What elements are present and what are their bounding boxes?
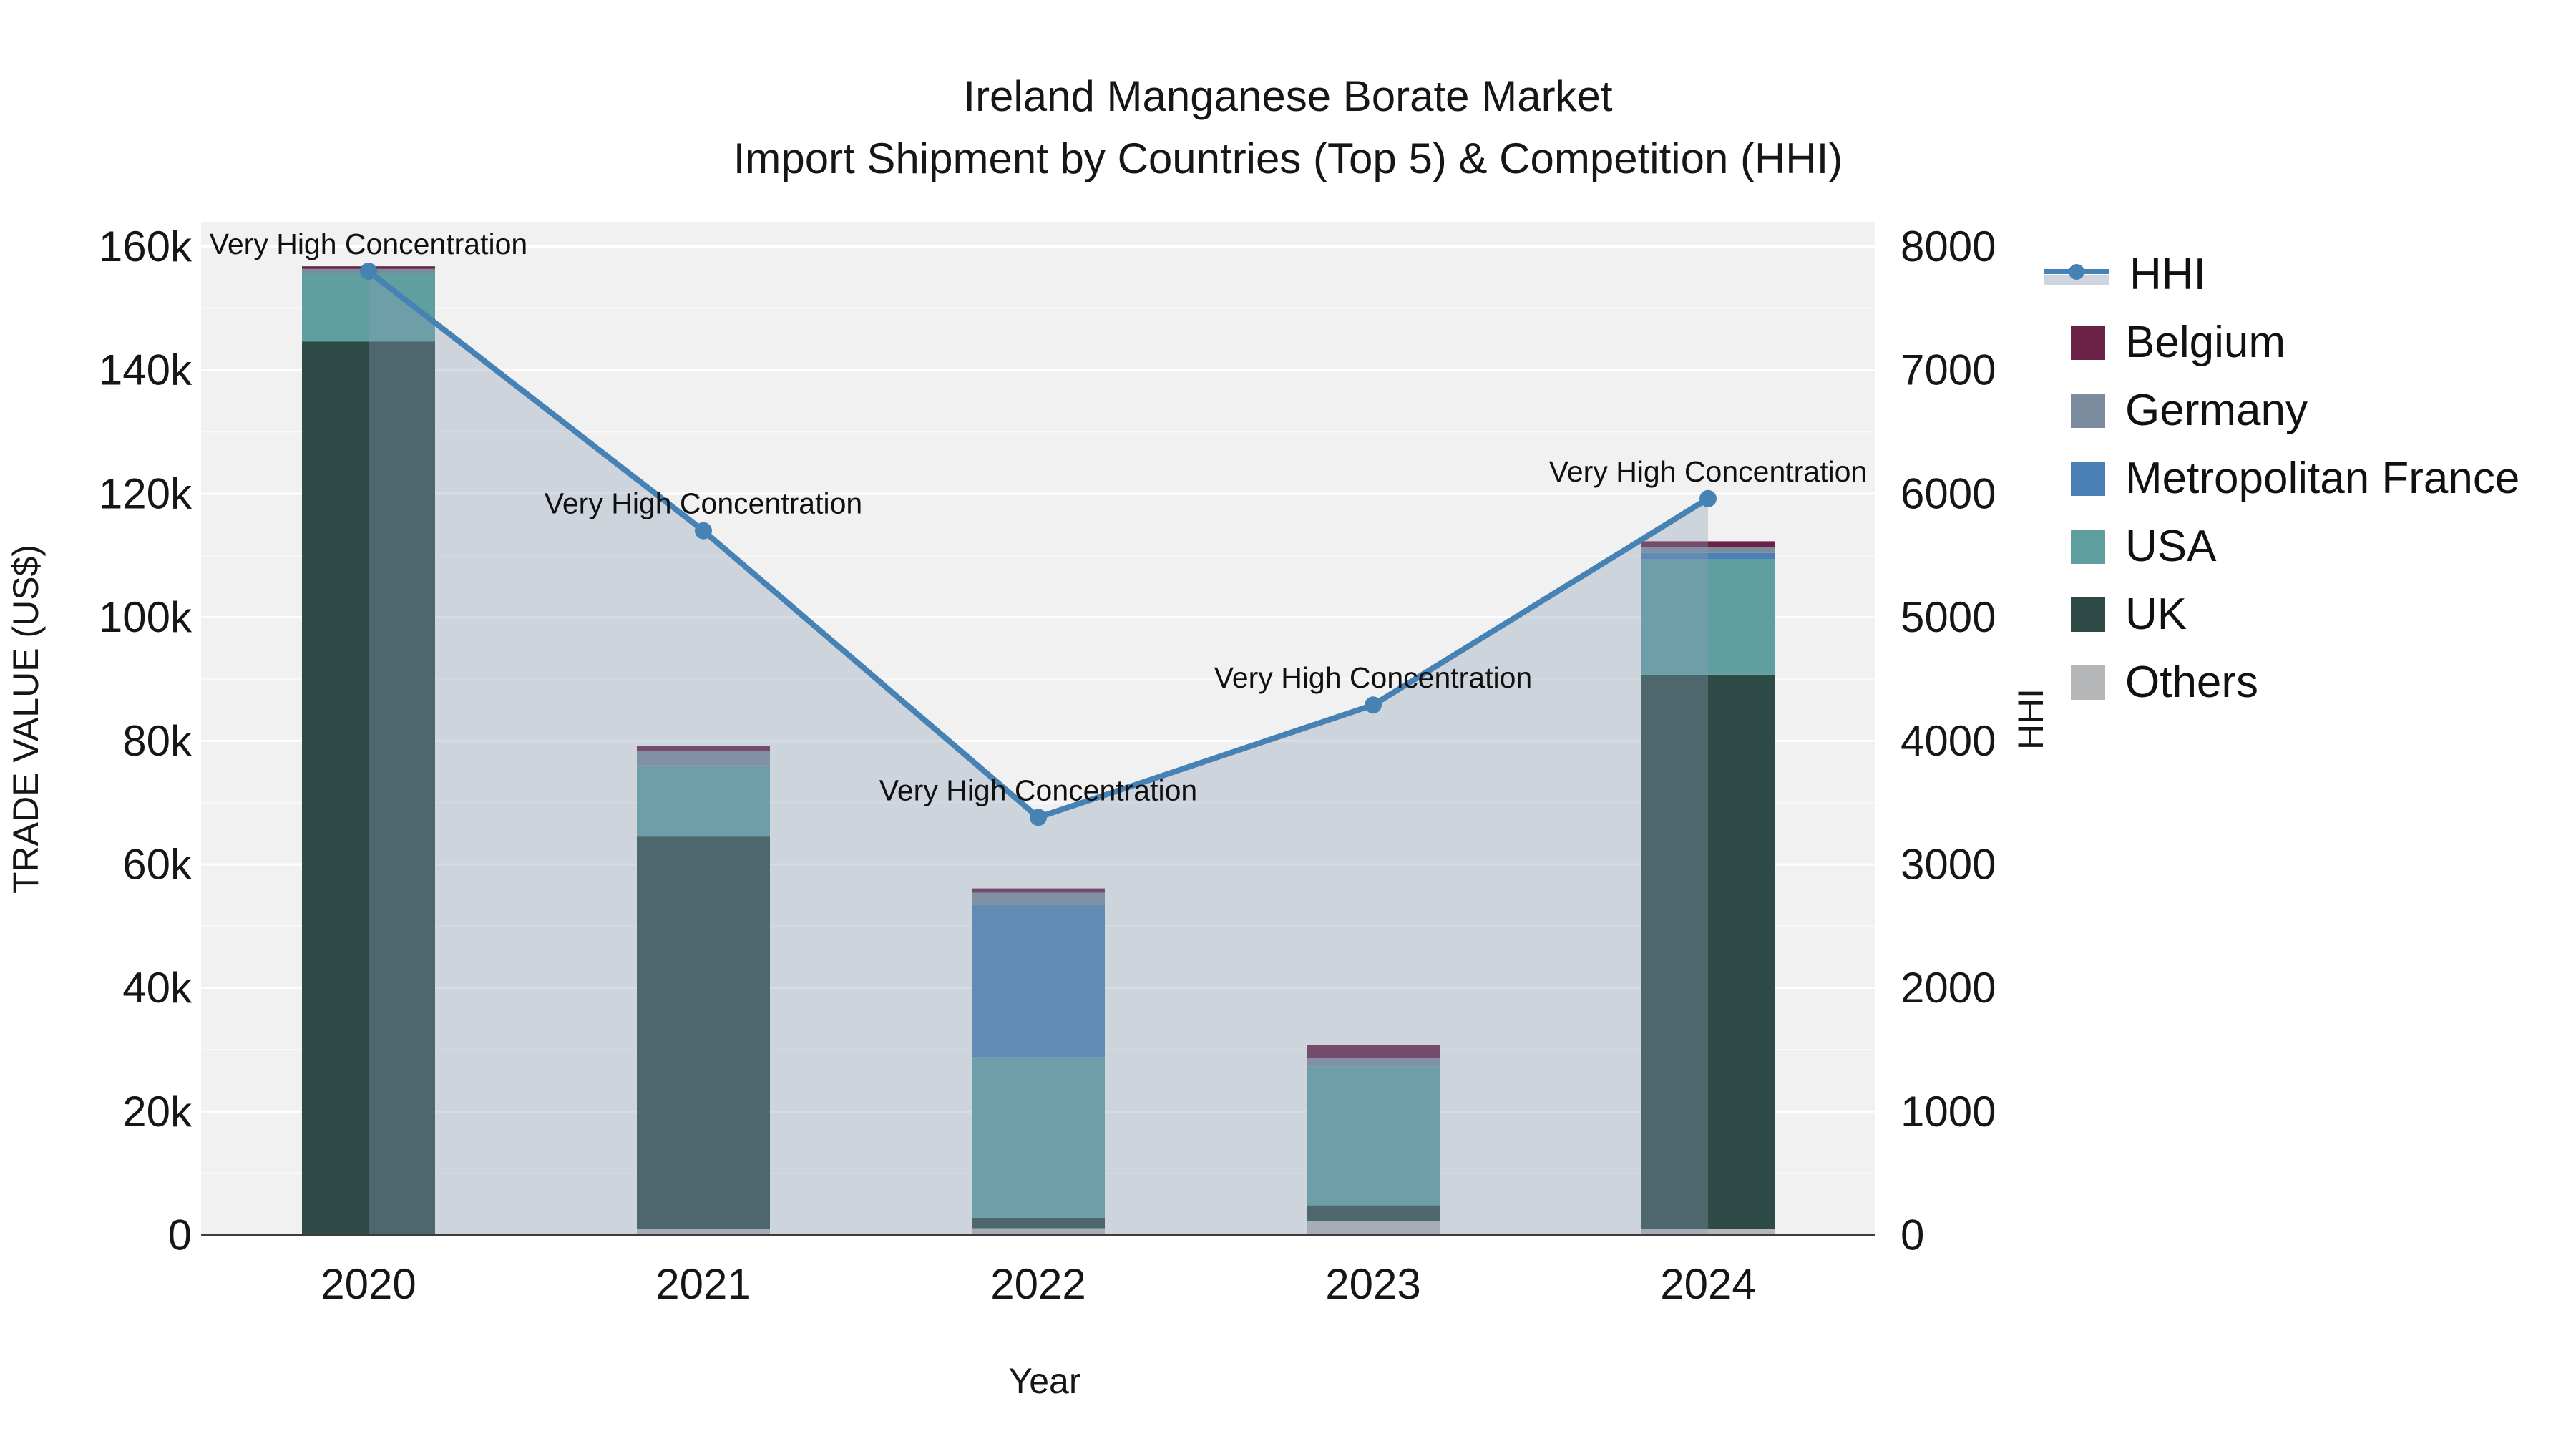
chart-title: Ireland Manganese Borate Market — [963, 72, 1613, 120]
legend-item-metropolitan-france[interactable]: Metropolitan France — [2044, 444, 2519, 512]
bar-segment-2023-uk — [1307, 1205, 1440, 1221]
belgium-color-swatch — [2071, 325, 2105, 360]
y-axis-tick-label-left: 160k — [99, 223, 192, 270]
y-axis-tick-label-right: 1000 — [1901, 1088, 1996, 1136]
hhi-area-fill — [369, 271, 1708, 1236]
y-axis-tick-label-left: 60k — [122, 841, 192, 889]
y-axis-tick-label-right: 3000 — [1901, 841, 1996, 889]
legend-label-metropolitan-france: Metropolitan France — [2125, 453, 2520, 503]
legend-item-uk[interactable]: UK — [2044, 580, 2519, 648]
y-axis-tick-label-right: 6000 — [1901, 469, 1996, 517]
bar-segment-2021-germany — [637, 751, 770, 766]
x-axis-title: Year — [1008, 1361, 1081, 1401]
legend-label-usa: USA — [2125, 521, 2217, 571]
y-axis-tick-label-left: 80k — [122, 717, 192, 765]
hhi-marker-2023 — [1365, 696, 1382, 714]
germany-color-swatch — [2071, 393, 2105, 428]
hhi-marker-2020 — [360, 263, 377, 280]
hhi-line-swatch — [2044, 258, 2109, 292]
y-axis-tick-label-right: 7000 — [1901, 346, 1996, 394]
legend-item-germany[interactable]: Germany — [2044, 376, 2519, 444]
annotation-2024: Very High Concentration — [1549, 455, 1867, 488]
bar-segment-2024-uk — [1641, 674, 1775, 1229]
x-axis-tick-label: 2024 — [1660, 1260, 1755, 1308]
hhi-marker-2021 — [695, 522, 712, 540]
y-axis-tick-label-right: 2000 — [1901, 964, 1996, 1012]
bar-segment-2022-usa — [972, 1057, 1105, 1218]
bar-segment-2020-uk — [302, 341, 435, 1235]
y-axis-tick-label-left: 0 — [168, 1211, 192, 1259]
annotation-2021: Very High Concentration — [545, 487, 862, 520]
metropolitan-france-color-swatch — [2071, 461, 2105, 496]
y-axis-tick-label-left: 120k — [99, 469, 192, 517]
x-axis-tick-label: 2022 — [990, 1260, 1085, 1308]
x-axis-tick-label: 2020 — [321, 1260, 416, 1308]
bar-segment-2022-others — [972, 1228, 1105, 1235]
bar-segment-2023-belgium — [1307, 1045, 1440, 1059]
legend-item-hhi[interactable]: HHI — [2044, 240, 2519, 308]
y-axis-tick-label-right: 0 — [1901, 1211, 1924, 1259]
y-axis-tick-label-left: 20k — [122, 1088, 192, 1136]
legend: HHI Belgium Germany Metropolitan France … — [2044, 240, 2519, 716]
hhi-marker-2024 — [1699, 489, 1717, 507]
bar-segment-2023-germany — [1307, 1058, 1440, 1067]
bar-segment-2024-metropolitan-france — [1641, 552, 1775, 560]
y-axis-tick-label-left: 140k — [99, 346, 192, 394]
y-axis-tick-label-right: 8000 — [1901, 223, 1996, 270]
bar-segment-2021-others — [637, 1229, 770, 1235]
hhi-marker-2022 — [1030, 809, 1047, 826]
bar-segment-2022-belgium — [972, 888, 1105, 893]
bar-segment-2021-belgium — [637, 746, 770, 751]
bar-segment-2022-uk — [972, 1217, 1105, 1229]
legend-item-others[interactable]: Others — [2044, 648, 2519, 716]
uk-color-swatch — [2071, 597, 2105, 632]
legend-label-uk: UK — [2125, 589, 2187, 639]
legend-item-belgium[interactable]: Belgium — [2044, 308, 2519, 376]
bar-segment-2023-usa — [1307, 1066, 1440, 1206]
bar-segment-2022-metropolitan-france — [972, 904, 1105, 1058]
legend-label-germany: Germany — [2125, 385, 2308, 435]
legend-label-belgium: Belgium — [2125, 317, 2285, 367]
others-color-swatch — [2071, 665, 2105, 700]
bar-segment-2023-others — [1307, 1221, 1440, 1235]
y-axis-tick-label-left: 100k — [99, 593, 192, 641]
bar-segment-2021-uk — [637, 836, 770, 1229]
annotation-2023: Very High Concentration — [1214, 661, 1532, 694]
legend-label-hhi: HHI — [2129, 249, 2206, 299]
legend-label-others: Others — [2125, 657, 2259, 707]
y-axis-tick-label-left: 40k — [122, 964, 192, 1012]
usa-color-swatch — [2071, 529, 2105, 564]
annotation-2020: Very High Concentration — [210, 228, 527, 260]
y-axis-title-left: TRADE VALUE (US$) — [6, 544, 46, 894]
x-axis-tick-label: 2021 — [655, 1260, 751, 1308]
bar-segment-2024-usa — [1641, 559, 1775, 675]
legend-item-usa[interactable]: USA — [2044, 512, 2519, 580]
x-axis-tick-label: 2023 — [1325, 1260, 1420, 1308]
bar-segment-2021-usa — [637, 765, 770, 837]
annotation-2022: Very High Concentration — [879, 774, 1197, 806]
chart-subtitle: Import Shipment by Countries (Top 5) & C… — [733, 135, 1843, 182]
bar-segment-2022-germany — [972, 892, 1105, 905]
y-axis-tick-label-right: 4000 — [1901, 717, 1996, 765]
bar-segment-2024-others — [1641, 1229, 1775, 1235]
bar-segment-2024-belgium — [1641, 541, 1775, 547]
bar-segment-2024-germany — [1641, 547, 1775, 553]
y-axis-tick-label-right: 5000 — [1901, 593, 1996, 641]
